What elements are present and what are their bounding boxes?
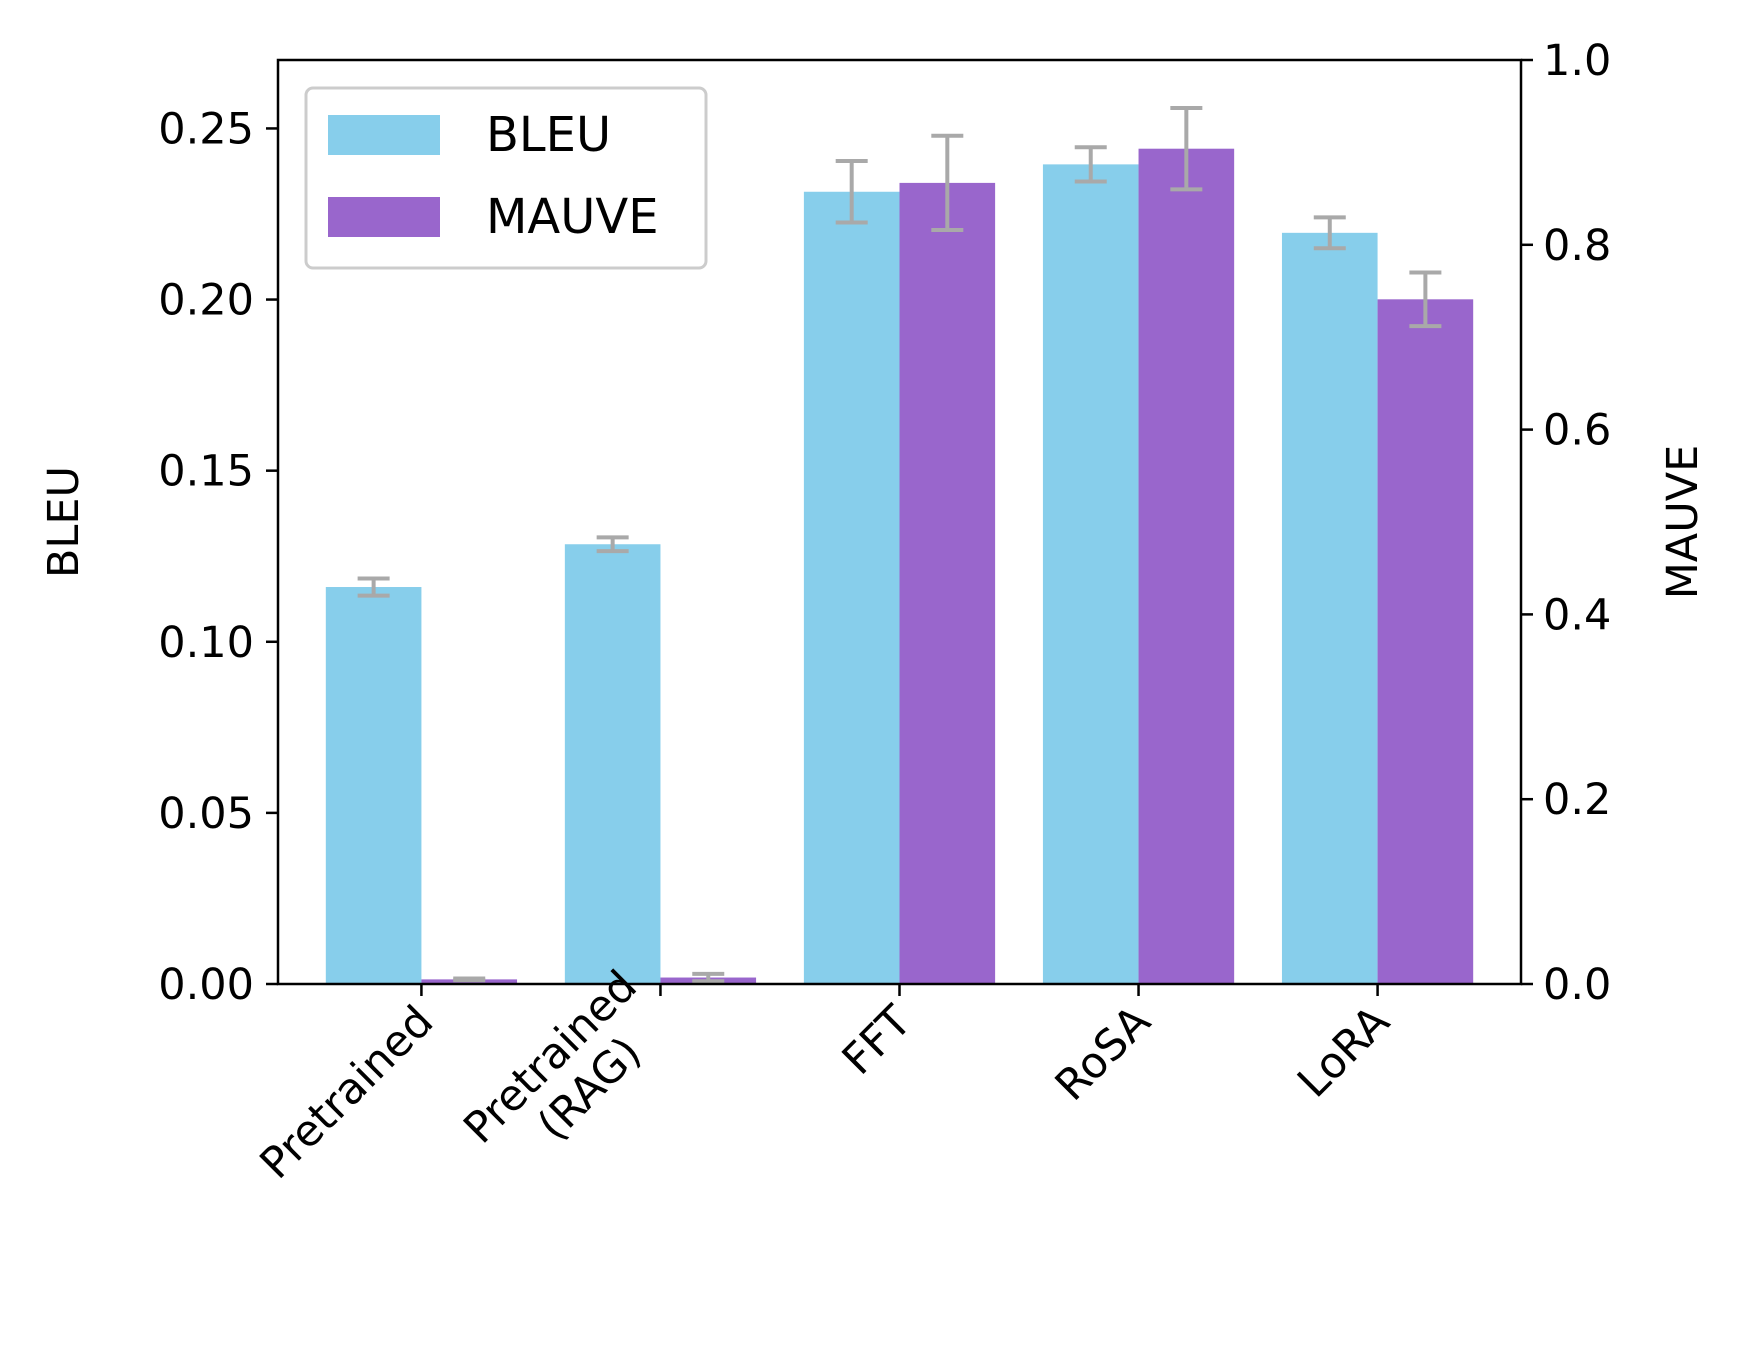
bar-mauve-2 bbox=[899, 182, 996, 985]
right-tick-label-1: 0.2 bbox=[1543, 775, 1611, 825]
legend-label-0: BLEU bbox=[486, 107, 611, 163]
bars-layer bbox=[325, 148, 1474, 985]
x-tick-label-2: FFT bbox=[833, 996, 922, 1085]
right-axis-label: MAUVE bbox=[1658, 445, 1708, 600]
bar-bleu-3 bbox=[1042, 164, 1139, 984]
bar-bleu-0 bbox=[325, 587, 422, 984]
right-tick-label-2: 0.4 bbox=[1543, 590, 1611, 640]
left-tick-label-1: 0.05 bbox=[158, 789, 254, 839]
legend: BLEU MAUVE bbox=[304, 86, 708, 270]
legend-swatch-1 bbox=[328, 197, 440, 237]
legend-swatch-0 bbox=[328, 115, 440, 155]
left-tick-label-2: 0.10 bbox=[158, 618, 254, 668]
left-tick-label-4: 0.20 bbox=[158, 276, 254, 326]
x-tick-label-line: Pretrained bbox=[251, 996, 443, 1188]
bar-bleu-1 bbox=[564, 544, 661, 984]
x-tick-label-line: RoSA bbox=[1046, 996, 1161, 1111]
legend-label-1: MAUVE bbox=[486, 189, 659, 245]
bar-bleu-4 bbox=[1281, 232, 1378, 985]
right-tick-label-5: 1.0 bbox=[1543, 36, 1611, 86]
left-tick-label-0: 0.00 bbox=[158, 960, 254, 1010]
left-axis-label: BLEU bbox=[39, 466, 89, 578]
bar-mauve-3 bbox=[1138, 148, 1235, 985]
error-bars-layer bbox=[357, 106, 1442, 984]
x-tick-label-3: RoSA bbox=[1046, 996, 1161, 1111]
x-tick-label-line: LoRA bbox=[1288, 996, 1399, 1107]
x-tick-label-line: FFT bbox=[833, 996, 922, 1085]
right-tick-label-4: 0.8 bbox=[1543, 221, 1611, 271]
x-tick-label-1: Pretrained(RAG) bbox=[454, 961, 682, 1189]
bar-mauve-4 bbox=[1377, 299, 1474, 984]
bar-bleu-2 bbox=[803, 191, 900, 984]
x-tick-label-4: LoRA bbox=[1288, 996, 1399, 1107]
right-tick-label-3: 0.6 bbox=[1543, 406, 1611, 456]
right-tick-label-0: 0.0 bbox=[1543, 960, 1611, 1010]
x-tick-label-0: Pretrained bbox=[251, 996, 443, 1188]
left-tick-label-3: 0.15 bbox=[158, 447, 254, 497]
left-tick-label-5: 0.25 bbox=[158, 104, 254, 154]
